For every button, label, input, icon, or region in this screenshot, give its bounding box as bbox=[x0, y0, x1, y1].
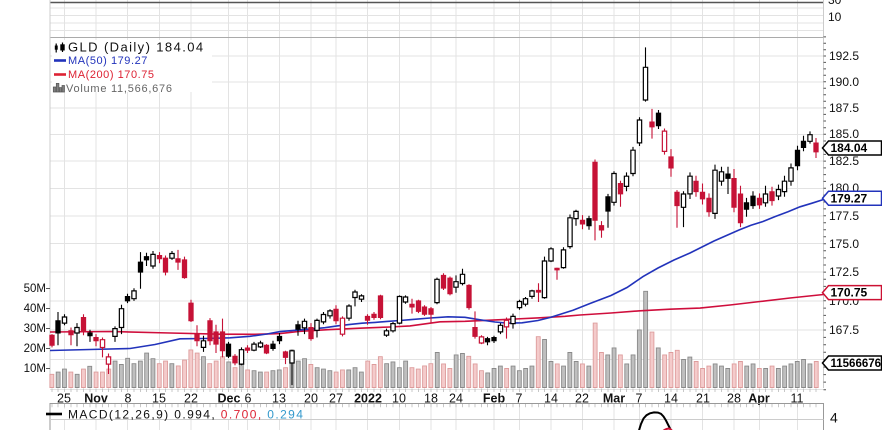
svg-text:11: 11 bbox=[791, 392, 804, 406]
svg-text:30: 30 bbox=[828, 0, 842, 7]
svg-text:8: 8 bbox=[125, 392, 132, 406]
svg-text:170.75: 170.75 bbox=[831, 286, 868, 300]
svg-text:MACD(12,26,9) 0.994, 0.700, 0.: MACD(12,26,9) 0.994, 0.700, 0.294 bbox=[68, 408, 304, 422]
svg-text:15: 15 bbox=[152, 392, 166, 406]
svg-text:30M: 30M bbox=[24, 323, 46, 335]
svg-text:10: 10 bbox=[828, 10, 842, 24]
svg-text:185.0: 185.0 bbox=[829, 127, 859, 141]
svg-text:Feb: Feb bbox=[483, 392, 506, 406]
svg-text:7: 7 bbox=[516, 392, 523, 406]
svg-text:7: 7 bbox=[636, 392, 643, 406]
svg-text:28: 28 bbox=[727, 392, 741, 406]
svg-text:179.27: 179.27 bbox=[831, 191, 868, 205]
svg-text:6: 6 bbox=[245, 392, 252, 406]
svg-text:Nov: Nov bbox=[84, 392, 108, 406]
svg-text:GLD (Daily) 184.04: GLD (Daily) 184.04 bbox=[68, 40, 204, 55]
svg-text:182.5: 182.5 bbox=[829, 154, 859, 168]
svg-text:184.04: 184.04 bbox=[831, 141, 868, 155]
svg-text:50M: 50M bbox=[24, 283, 46, 295]
svg-text:172.5: 172.5 bbox=[829, 265, 859, 279]
svg-text:40M: 40M bbox=[24, 303, 46, 315]
svg-text:10M: 10M bbox=[24, 363, 46, 375]
svg-text:Mar: Mar bbox=[603, 392, 625, 406]
svg-text:14: 14 bbox=[544, 392, 558, 406]
svg-text:4: 4 bbox=[830, 410, 838, 426]
svg-text:Volume 11,566,676: Volume 11,566,676 bbox=[66, 83, 173, 95]
svg-text:13: 13 bbox=[272, 392, 286, 406]
svg-text:14: 14 bbox=[664, 392, 678, 406]
svg-text:Apr: Apr bbox=[748, 392, 770, 406]
svg-text:20: 20 bbox=[304, 392, 318, 406]
svg-text:177.5: 177.5 bbox=[829, 209, 859, 223]
svg-text:18: 18 bbox=[424, 392, 438, 406]
svg-text:2022: 2022 bbox=[354, 392, 382, 406]
svg-text:167.5: 167.5 bbox=[829, 323, 859, 337]
svg-text:21: 21 bbox=[696, 392, 710, 406]
svg-text:190.0: 190.0 bbox=[829, 75, 859, 89]
svg-text:24: 24 bbox=[449, 392, 463, 406]
svg-text:20M: 20M bbox=[24, 343, 46, 355]
svg-text:MA(200) 170.75: MA(200) 170.75 bbox=[68, 69, 155, 81]
svg-text:22: 22 bbox=[184, 392, 198, 406]
svg-text:Dec: Dec bbox=[218, 392, 241, 406]
svg-text:187.5: 187.5 bbox=[829, 101, 859, 115]
svg-text:192.5: 192.5 bbox=[829, 49, 859, 63]
svg-text:MA(50) 179.27: MA(50) 179.27 bbox=[68, 55, 148, 67]
svg-text:11566676: 11566676 bbox=[831, 358, 882, 370]
svg-text:25: 25 bbox=[57, 392, 71, 406]
svg-text:175.0: 175.0 bbox=[829, 237, 859, 251]
svg-text:10: 10 bbox=[392, 392, 406, 406]
svg-text:22: 22 bbox=[575, 392, 589, 406]
svg-text:27: 27 bbox=[329, 392, 343, 406]
